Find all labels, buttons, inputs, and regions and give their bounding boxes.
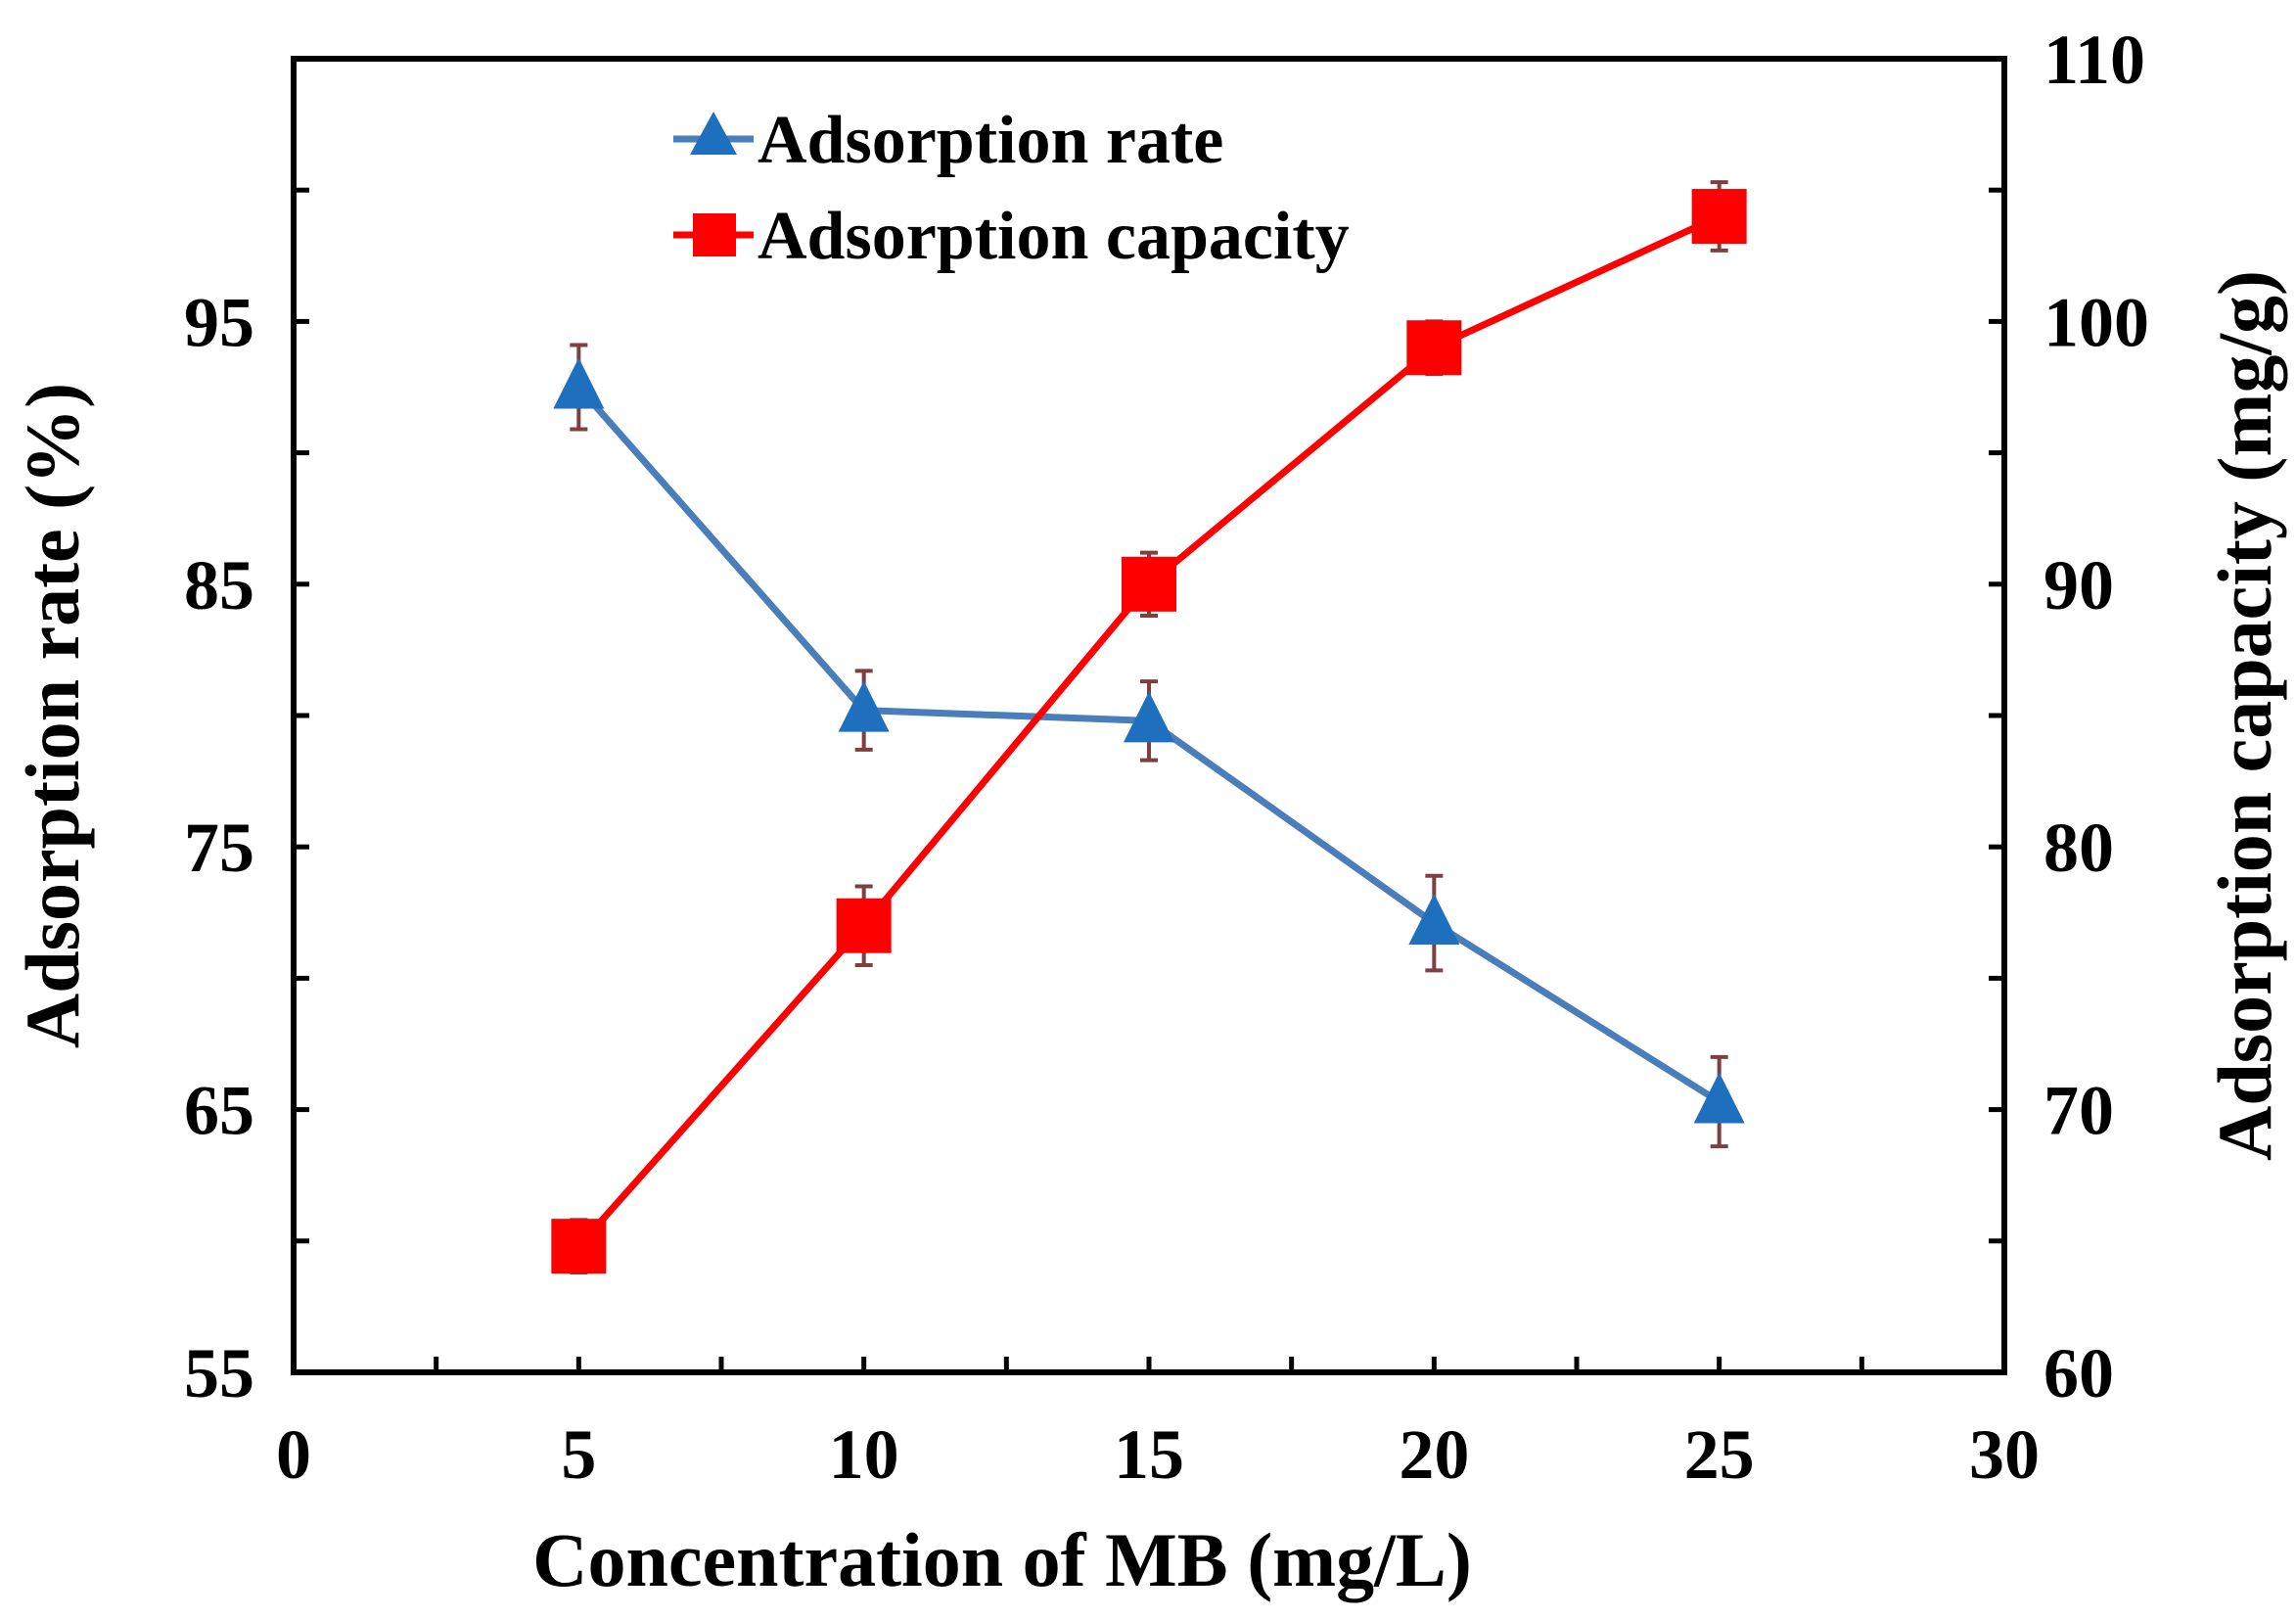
capacity-point-square [1406, 320, 1462, 376]
left-y-axis-ticks: 55 65 75 85 95 [184, 56, 309, 1412]
capacity-point-square [1122, 556, 1176, 612]
capacity-point-square [1691, 189, 1747, 245]
x-tick-label: 10 [829, 1415, 899, 1494]
x-tick-label: 25 [1684, 1415, 1755, 1494]
legend-capacity-label: Adsorption capacity [758, 199, 1350, 274]
right-y-tick-label: 80 [2043, 809, 2114, 887]
x-tick-label: 20 [1399, 1415, 1469, 1494]
rate-point-triangle [1124, 691, 1174, 743]
x-minor-ticks [434, 1357, 1864, 1372]
capacity-point-square [836, 898, 892, 953]
right-y-tick-label: 110 [2043, 21, 2145, 99]
legend-rate-label: Adsorption rate [758, 103, 1223, 178]
x-axis-title: Concentration of MB (mg/L) [532, 1517, 1472, 1602]
right-y-tick-label: 90 [2043, 546, 2114, 624]
rate-point-triangle [1693, 1072, 1745, 1124]
rate-point-triangle [838, 680, 890, 732]
x-axis-ticks: 0 5 10 15 20 25 30 [276, 1357, 2040, 1494]
legend-capacity-square-icon [693, 213, 736, 256]
rate-point-triangle [1408, 894, 1460, 946]
left-y-tick-label: 65 [184, 1072, 254, 1150]
left-y-tick-label: 55 [184, 1334, 254, 1412]
x-tick-label: 0 [276, 1415, 311, 1494]
x-tick-label: 30 [1969, 1415, 2040, 1494]
series-layer [551, 180, 1747, 1275]
right-y-axis-ticks: 60 70 80 90 100 110 [1989, 21, 2149, 1412]
left-y-axis-title: Adsorption rate (%) [10, 383, 95, 1048]
right-y-tick-label: 60 [2043, 1334, 2114, 1412]
right-y-axis-title: Adsorption capacity (mg/g) [2202, 270, 2287, 1161]
capacity-point-square [551, 1219, 607, 1274]
right-y-tick-label: 100 [2043, 283, 2149, 361]
left-y-tick-label: 85 [184, 546, 254, 624]
legend: Adsorption rate Adsorption capacity [673, 103, 1350, 274]
left-y-tick-label: 95 [184, 283, 254, 361]
x-tick-label: 15 [1114, 1415, 1184, 1494]
left-y-tick-label: 75 [184, 809, 254, 887]
rate-point-triangle [553, 357, 605, 409]
legend-rate-triangle-icon [690, 112, 737, 155]
right-y-tick-label: 70 [2043, 1072, 2114, 1150]
x-tick-label: 5 [561, 1415, 596, 1494]
